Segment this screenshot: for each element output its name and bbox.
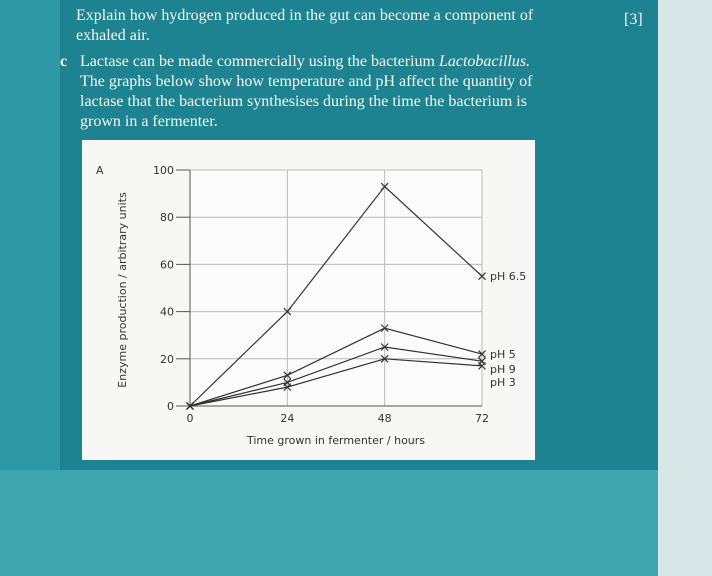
plot-area — [189, 169, 483, 407]
point-marker — [380, 182, 389, 191]
point-marker — [186, 402, 194, 410]
part-label: c — [60, 53, 67, 70]
series-line — [189, 346, 483, 407]
question-line: Lactase can be made commercially using t… — [80, 53, 530, 70]
x-tick-label: 0 — [187, 412, 194, 425]
panel-label: A — [96, 164, 104, 177]
plot: 0 20 40 60 80 100 0 24 48 72 pH 6.5 pH 5 pH 9pH 3 — [153, 164, 526, 425]
question-line: lactase that the bacterium synthesises d… — [80, 93, 527, 110]
marks: [3] — [624, 11, 643, 28]
y-tick-label: 60 — [160, 258, 174, 271]
point-marker — [283, 383, 292, 392]
y-tick-label: 80 — [160, 211, 174, 224]
series-label: pH 9 — [490, 363, 516, 376]
x-tick-label: 72 — [475, 412, 489, 425]
page-edge — [658, 0, 712, 576]
point-marker — [478, 361, 486, 370]
series-label: pH 5 — [490, 348, 516, 361]
y-tick-label: 100 — [153, 164, 174, 177]
series-label: pH 6.5 — [490, 270, 526, 283]
point-marker — [380, 324, 389, 333]
series-label: pH 3 — [490, 376, 516, 389]
question-line: grown in a fermenter. — [80, 113, 218, 130]
series-line — [189, 185, 483, 407]
question-line: The graphs below show how temperature an… — [80, 73, 533, 90]
y-tick-label: 0 — [167, 400, 174, 413]
point-marker — [380, 354, 389, 363]
series-line — [189, 358, 483, 407]
point-marker — [478, 350, 486, 359]
y-tick-label: 20 — [160, 353, 174, 366]
point-marker — [283, 371, 292, 380]
y-axis-label: Enzyme production / arbitrary units — [116, 192, 129, 388]
question-line: Explain how hydrogen produced in the gut… — [76, 7, 534, 24]
point-marker — [478, 272, 486, 281]
lower-panel — [0, 470, 658, 576]
species: Lactobacillus. — [438, 53, 530, 70]
question-line: exhaled air. — [76, 27, 150, 44]
point-marker — [380, 343, 389, 351]
point-marker — [283, 307, 292, 316]
x-tick-label: 48 — [378, 412, 392, 425]
series-line — [189, 327, 483, 407]
y-tick-label: 40 — [160, 306, 174, 319]
x-axis-label: Time grown in fermenter / hours — [246, 434, 425, 447]
text: Lactase can be made commercially using t… — [80, 53, 436, 70]
x-tick-label: 24 — [280, 412, 294, 425]
